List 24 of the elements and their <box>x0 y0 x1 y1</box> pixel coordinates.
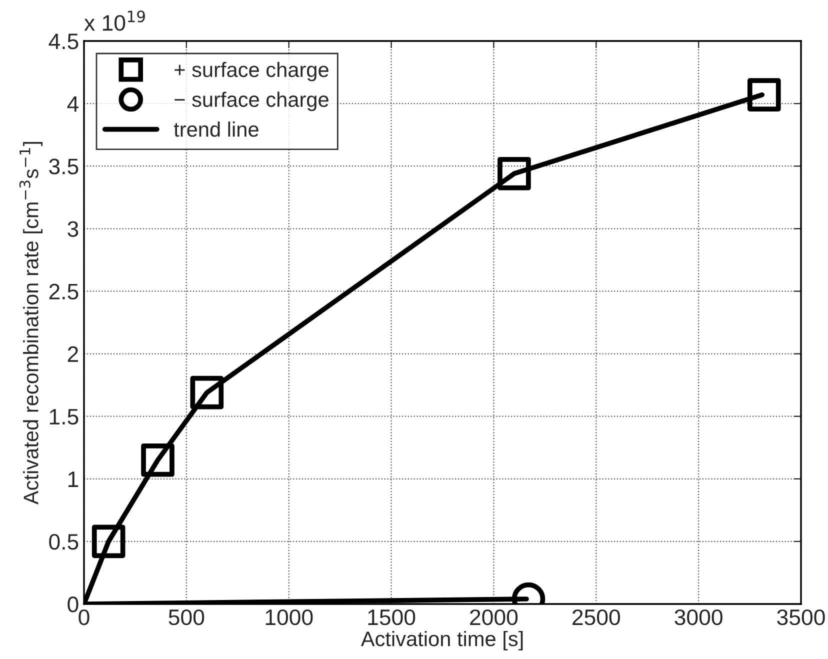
x-tick-label: 500 <box>168 609 204 626</box>
y-tick-label: 3 <box>68 221 78 237</box>
y-tick-label: 0 <box>68 596 78 612</box>
x-tick-label: 2000 <box>470 609 518 626</box>
text: x 10$^{19}$ <box>84 10 145 31</box>
y-tick-label: 0.5 <box>49 534 78 550</box>
y-tick-label: 1 <box>68 472 78 487</box>
legend-label: + surface charge <box>174 62 328 82</box>
x-tick-label: 1500 <box>368 609 416 626</box>
y-tick-label: 4 <box>67 96 78 112</box>
y-axis-title: Activated recombination rate [cm$^{−3}$s$^{−1}$] <box>19 142 42 505</box>
x-tick-label: 0 <box>78 609 90 626</box>
x-tick-label: 3500 <box>777 609 825 626</box>
y-tick-label: 2.5 <box>49 284 78 300</box>
y-tick-label: 3.5 <box>49 158 78 174</box>
x-axis-title: Activation time [s] <box>360 630 523 650</box>
x-tick-label: 3000 <box>674 609 722 626</box>
y-tick-label: 1.5 <box>50 409 78 425</box>
legend-label: − surface charge <box>174 92 328 112</box>
y-tick-label: 4.5 <box>48 34 78 50</box>
x-tick-label: 2500 <box>572 609 620 626</box>
legend-label: trend line <box>174 122 258 137</box>
y-tick-label: 2 <box>68 346 78 362</box>
x-tick-label: 1000 <box>266 609 313 626</box>
